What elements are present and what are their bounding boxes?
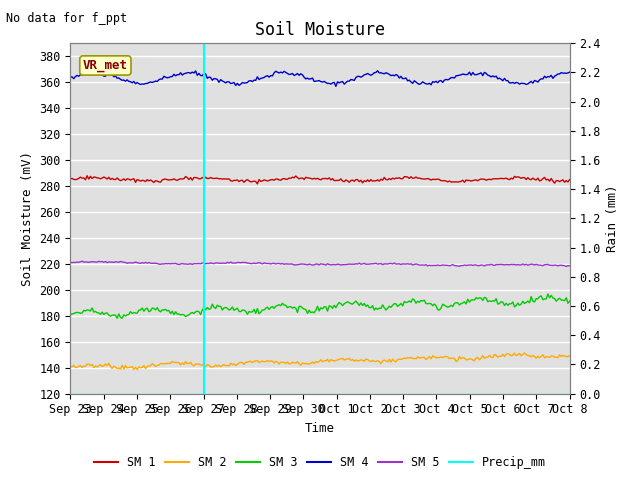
Legend: SM 1, SM 2, SM 3, SM 4, SM 5, Precip_mm: SM 1, SM 2, SM 3, SM 4, SM 5, Precip_mm <box>89 452 551 474</box>
Text: VR_met: VR_met <box>83 59 128 72</box>
X-axis label: Time: Time <box>305 422 335 435</box>
Y-axis label: Soil Moisture (mV): Soil Moisture (mV) <box>20 151 34 286</box>
Title: Soil Moisture: Soil Moisture <box>255 21 385 39</box>
Y-axis label: Rain (mm): Rain (mm) <box>606 185 620 252</box>
Text: No data for f_ppt: No data for f_ppt <box>6 12 127 25</box>
